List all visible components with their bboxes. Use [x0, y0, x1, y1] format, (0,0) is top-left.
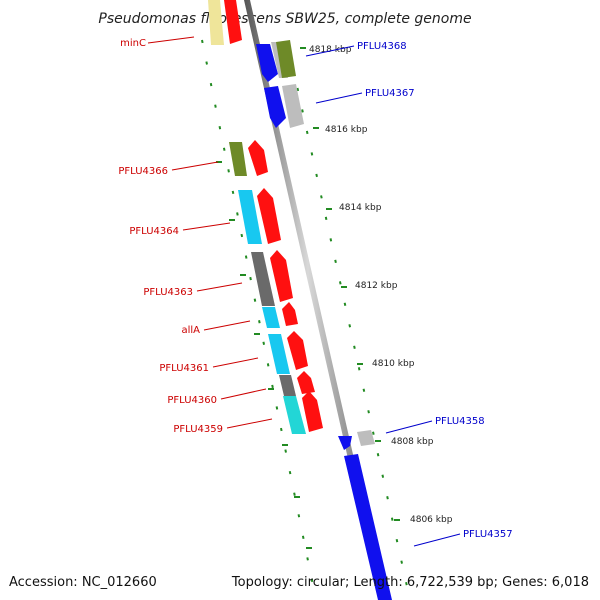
- genome-backbone: [244, 0, 386, 600]
- topology-text: Topology: circular; Length: 6,722,539 bp…: [231, 575, 589, 590]
- gene-label-PFLU4366: PFLU4366: [118, 166, 168, 177]
- gene-arrow-red: [302, 391, 323, 432]
- gene-arrow-red: [224, 0, 242, 44]
- gene-arrow-blue-large: [344, 454, 392, 600]
- gene-block-gray: [357, 430, 375, 446]
- right-gene-labels: PFLU4368 PFLU4367 PFLU4358 PFLU4357: [305, 41, 513, 547]
- gene-label-PFLU4368: PFLU4368: [357, 41, 407, 52]
- gene-label-PFLU4359: PFLU4359: [173, 424, 223, 435]
- gene-arrow-red: [270, 250, 293, 302]
- gene-block-olive: [276, 40, 296, 78]
- gene-block-teal: [283, 396, 306, 434]
- gene-arrow-blue: [338, 436, 352, 450]
- gene-arrow-red: [257, 188, 281, 244]
- left-genes: [208, 0, 323, 434]
- accession-text: Accession: NC_012660: [9, 575, 157, 590]
- gene-label-PFLU4364: PFLU4364: [129, 226, 179, 237]
- ruler-label: 4806 kbp: [410, 515, 453, 525]
- gene-label-PFLU4363: PFLU4363: [143, 287, 193, 298]
- ruler-label: 4814 kbp: [339, 203, 382, 213]
- gene-arrow-red: [297, 371, 315, 394]
- gene-block-cyan: [268, 334, 290, 374]
- ruler-label: 4818 kbp: [309, 45, 352, 55]
- ruler-label: 4808 kbp: [391, 437, 434, 447]
- gene-label-PFLU4361: PFLU4361: [159, 363, 209, 374]
- gene-block-cyan: [262, 307, 280, 328]
- map-title: Pseudomonas fluorescens SBW25, complete …: [98, 11, 471, 27]
- right-genes: [256, 40, 392, 600]
- ruler-label: 4816 kbp: [325, 125, 368, 135]
- gene-arrow-blue: [256, 44, 278, 82]
- gene-block-gray: [282, 84, 304, 128]
- ruler-label: 4812 kbp: [355, 281, 398, 291]
- gene-block-darkgray: [279, 375, 296, 396]
- gene-arrow-red: [282, 302, 298, 326]
- gene-block-cyan: [238, 190, 262, 244]
- gene-label-PFLU4357: PFLU4357: [463, 529, 513, 540]
- gene-block-yellow: [208, 0, 224, 45]
- gene-label-allA: allA: [181, 325, 200, 336]
- ruler-label: 4810 kbp: [372, 359, 415, 369]
- major-ticks: [300, 47, 400, 521]
- gene-label-PFLU4360: PFLU4360: [167, 395, 217, 406]
- gene-block-darkgray: [251, 252, 275, 306]
- gene-arrow-red: [248, 140, 268, 176]
- gene-arrow-blue: [264, 86, 286, 128]
- gene-label-minC: minC: [120, 38, 146, 49]
- gene-label-PFLU4358: PFLU4358: [435, 416, 485, 427]
- ruler-labels: 4818 kbp 4816 kbp 4814 kbp 4812 kbp 4810…: [309, 45, 453, 525]
- gene-arrow-red: [287, 331, 308, 370]
- left-gene-labels: minC PFLU4366 PFLU4364 PFLU4363 allA PFL…: [118, 36, 273, 435]
- left-major-ticks: [216, 161, 312, 549]
- gene-block-olive: [229, 142, 247, 176]
- gene-label-PFLU4367: PFLU4367: [365, 88, 415, 99]
